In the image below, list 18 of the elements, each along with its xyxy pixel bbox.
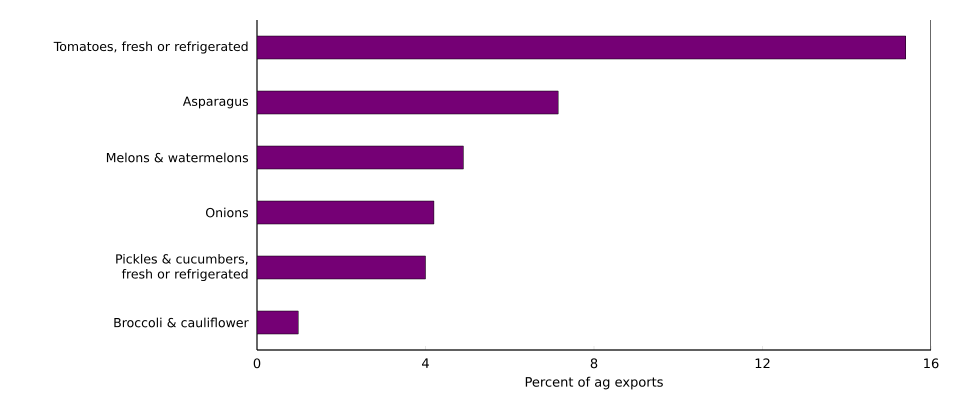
x-tick-label: 16 xyxy=(924,358,938,368)
y-tick-label: Tomatoes, fresh or refrigerated xyxy=(54,41,248,54)
x-tick-label: 0 xyxy=(254,358,260,368)
bar xyxy=(257,200,434,224)
y-tick-label: Broccoli & cauliflower xyxy=(114,318,249,328)
y-tick-label: Onions xyxy=(206,208,248,218)
y-tick-label: Asparagus xyxy=(182,96,248,108)
y-tick-label: Pickles & cucumbers, fresh or refrigerated xyxy=(116,254,248,282)
y-tick-label: Melons & watermelons xyxy=(106,152,248,162)
bar xyxy=(257,90,558,114)
x-axis-title: Percent of ag exports xyxy=(526,376,663,390)
bar xyxy=(257,146,464,170)
bar xyxy=(257,310,299,334)
x-tick-label: 12 xyxy=(756,358,770,368)
bar xyxy=(257,256,426,280)
x-tick-label: 8 xyxy=(590,358,598,368)
bar xyxy=(257,36,906,60)
x-tick-label: 4 xyxy=(422,358,429,368)
